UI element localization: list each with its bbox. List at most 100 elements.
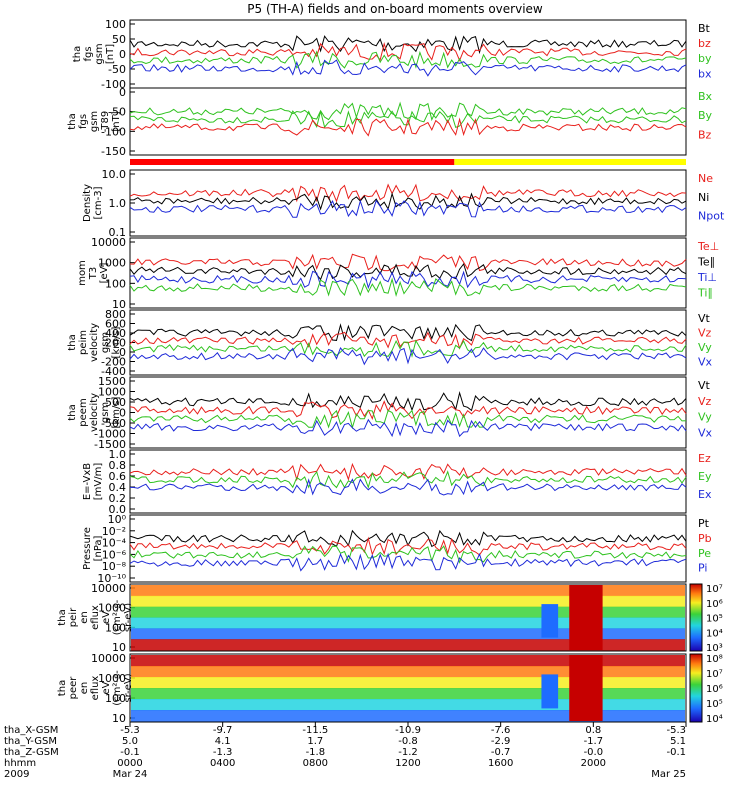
panel-frame [129, 449, 687, 514]
panel-11: 10000 1000 100 10 tha peer en eflux eV (cm²-s-sr-… [57, 652, 723, 725]
y-axis-label: tha fgs gsm -T89 [nT] [67, 111, 122, 133]
y-tick-label: 10⁻⁶ [102, 548, 127, 561]
spectrogram-band [131, 666, 685, 678]
spectrogram-band [131, 699, 685, 711]
trace-te∥ [129, 262, 687, 281]
legend-vt: Vt [698, 379, 711, 392]
y-axis-label-line: velocity [89, 393, 100, 432]
x-row-label: tha_Z-GSM [4, 747, 59, 758]
y-tick-label: 10000 [91, 582, 126, 595]
x-tick-label: -0.0 [584, 747, 604, 758]
x-tick-label: 0.8 [585, 725, 601, 736]
y-axis-label-line: T3 [88, 267, 99, 280]
trace-vy [129, 409, 687, 430]
trace-pb [129, 536, 687, 556]
trace-ti⊥ [129, 270, 687, 290]
x-tick-label: -1.2 [398, 747, 418, 758]
y-tick-label: 1000 [98, 386, 126, 399]
x-tick-label: 0800 [303, 758, 328, 769]
legend-ti⊥: Ti⊥ [697, 271, 717, 284]
trace-vx [129, 347, 687, 366]
y-tick-label: 0.6 [109, 470, 127, 483]
y-axis-label: tha peem velocity gsm [km/s] [67, 393, 122, 432]
y-tick-label: 0.4 [109, 481, 127, 494]
y-axis-label-line: peer [68, 676, 79, 700]
y-tick-label: -50 [108, 106, 126, 119]
y-axis-label-line: gsm [89, 111, 100, 132]
trace-by [129, 110, 687, 129]
y-axis-label-line: fgs [78, 114, 89, 129]
panel-2: 0 -50 -100 -150 tha fgs gsm -T89 [nT] Bx By Bz [67, 86, 713, 158]
legend-bz: bz [698, 37, 711, 50]
colorbar-label: 10⁶ [706, 684, 723, 695]
panel-frame [129, 87, 687, 156]
trace-npot [129, 199, 687, 218]
spectrogram-band [131, 628, 685, 640]
trace-vz [129, 331, 687, 350]
y-axis-label-line: tha [67, 404, 78, 420]
y-axis-label-line: [cm-3] [93, 186, 104, 219]
x-tick-label: 1200 [395, 758, 420, 769]
y-axis-label-line: (cm²-s- [112, 670, 123, 706]
x-tick-label: Mar 25 [651, 769, 686, 780]
spectrogram-band [131, 688, 685, 700]
legend-te⊥: Te⊥ [697, 240, 719, 253]
x-tick-label: -2.9 [491, 736, 511, 747]
colorbar-label: 10⁷ [706, 584, 723, 595]
y-tick-label: 0 [119, 407, 126, 420]
legend-bx: Bx [698, 90, 713, 103]
y-tick-label: 10⁻² [102, 525, 126, 538]
trace-ex [129, 478, 687, 496]
colorbar-label: 10⁴ [706, 714, 723, 725]
y-axis-label-line: peir [68, 607, 79, 627]
y-tick-label: 0 [119, 346, 126, 359]
trace-ni [129, 191, 687, 211]
spectrogram-band [131, 585, 685, 597]
y-axis-label-line: peim [78, 330, 89, 355]
panel-8: 1.00.80.60.40.20.0 E=-VxB [mV/m] Ez Ey Ex [82, 448, 712, 516]
y-tick-label: 10 [112, 641, 126, 654]
y-tick-label: 0.0 [109, 503, 127, 516]
panel-frame [129, 237, 687, 309]
y-axis-label-line: Density [82, 184, 93, 222]
spectrogram-band [131, 606, 685, 618]
legend-by: by [698, 52, 712, 65]
legend-vt: Vt [698, 312, 711, 325]
legend-vy: Vy [698, 411, 712, 424]
y-axis-label-line: tha [67, 334, 78, 350]
legend-pt: Pt [698, 517, 710, 530]
y-tick-label: 1000 [98, 602, 126, 615]
x-tick-label: 1.7 [307, 736, 323, 747]
legend-ex: Ex [698, 488, 712, 501]
legend-vy: Vy [698, 341, 712, 354]
legend-vx: Vx [698, 355, 713, 368]
y-axis-label-line: [mV/m] [93, 463, 104, 501]
x-tick-label: -5.3 [120, 725, 140, 736]
figure-title: P5 (TH-A) fields and on-board moments ov… [247, 2, 543, 16]
spectrogram-feature [541, 604, 559, 638]
panel-10: 10000 1000 100 10 tha peir en eflux eV (cm²-s-sr-… [57, 582, 723, 654]
trace-bt [129, 35, 687, 55]
trace-vx [129, 418, 687, 438]
y-tick-label: 1000 [98, 672, 126, 685]
y-axis-label: tha peim velocity gsm [km/s] [67, 323, 122, 362]
trace-pi [129, 552, 687, 572]
trace-te⊥ [129, 253, 687, 272]
y-tick-label: 200 [105, 337, 126, 350]
legend-by: By [698, 109, 713, 122]
y-tick-label: -1500 [94, 438, 126, 451]
legend-bt: Bt [698, 22, 711, 35]
x-tick-label: 2000 [581, 758, 606, 769]
colorbar-label: 10⁴ [706, 628, 723, 639]
panel-frame [129, 376, 687, 449]
y-axis-label-line: gsm [100, 402, 111, 423]
trace-vz [129, 400, 687, 421]
y-axis-label-line: [nT] [105, 44, 116, 64]
y-axis-label: Density [cm-3] [82, 184, 104, 222]
y-tick-label: 500 [105, 396, 126, 409]
colorbar-label: 10³ [706, 643, 723, 654]
y-tick-label: 10⁻⁸ [102, 560, 127, 573]
x-tick-label: 5.1 [670, 736, 686, 747]
legend-pe: Pe [698, 547, 711, 560]
